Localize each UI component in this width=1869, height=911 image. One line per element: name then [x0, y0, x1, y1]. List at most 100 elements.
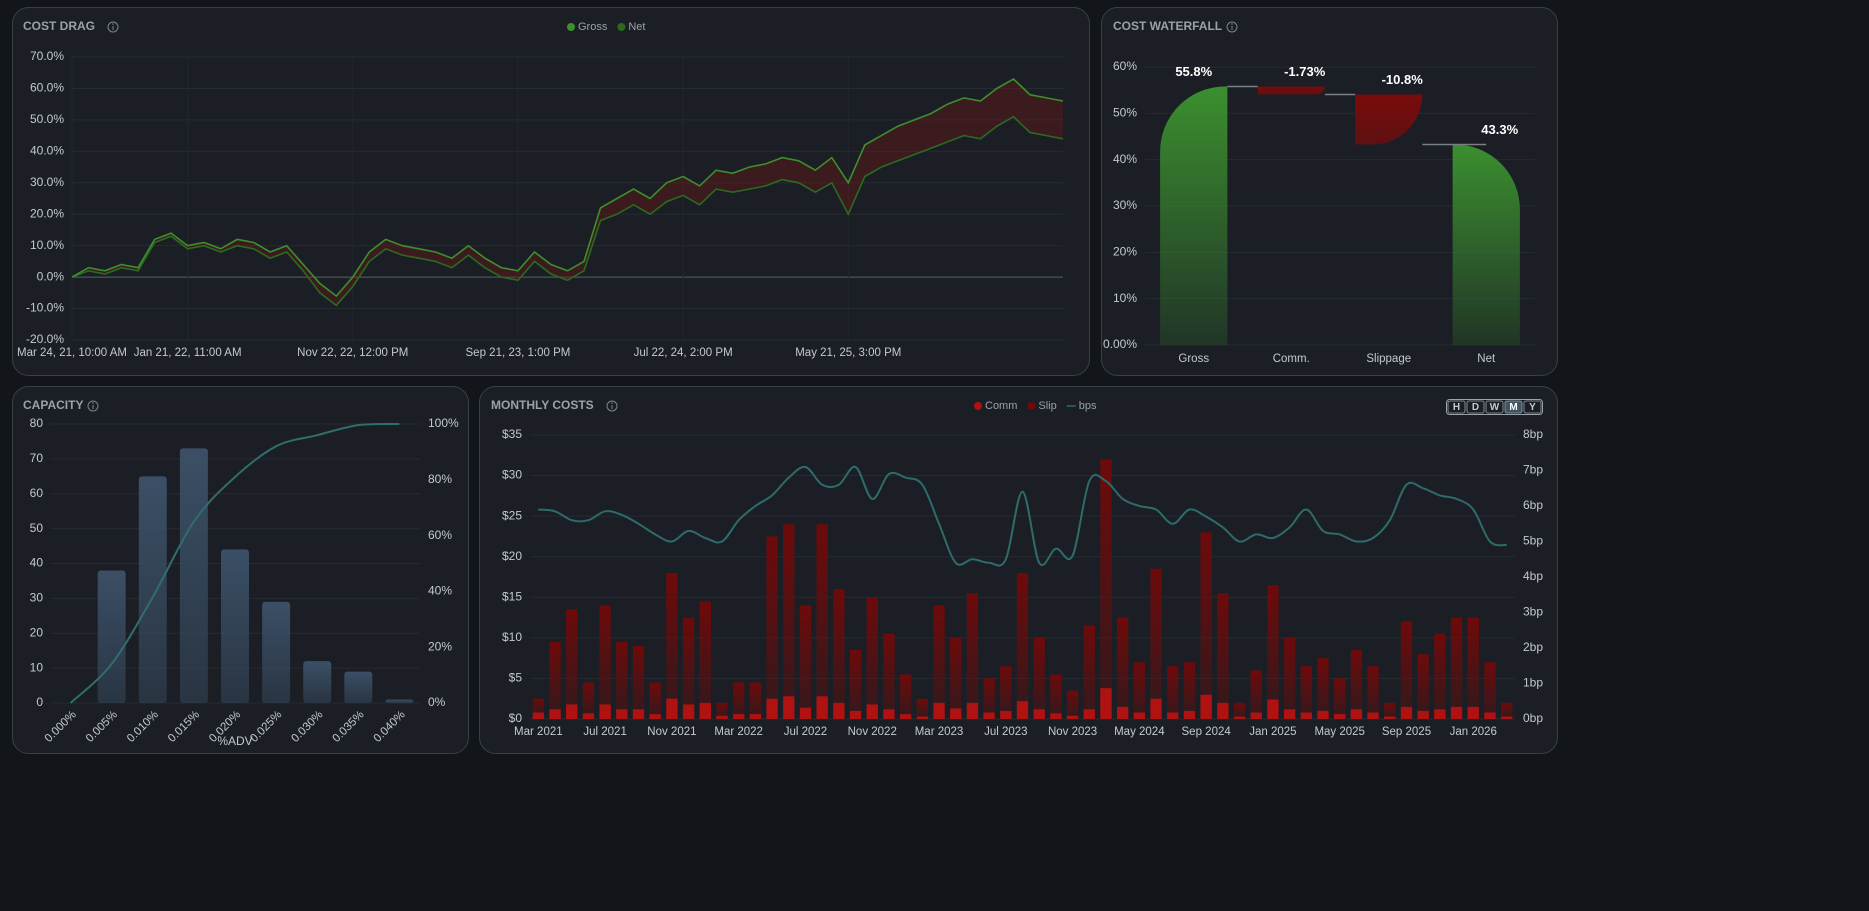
granularity-button[interactable]	[1485, 400, 1504, 414]
y2-tick-label: 5bp	[1523, 534, 1543, 548]
bar-segment	[799, 707, 812, 719]
bar-segment	[1283, 637, 1296, 710]
y-tick-label: $20	[502, 549, 522, 563]
bar-segment	[1200, 532, 1212, 695]
x-axis-label: %ADV	[217, 734, 252, 748]
bar-segment	[1484, 712, 1496, 719]
panel-title: CAPACITY	[23, 398, 83, 412]
bar-segment	[632, 645, 645, 710]
granularity-button[interactable]	[1447, 400, 1466, 414]
granularity-button[interactable]	[1466, 400, 1485, 414]
bar-segment	[1116, 706, 1129, 719]
y-tick-label: 30	[30, 591, 44, 605]
bar-segment	[666, 572, 678, 699]
bar-segment	[1183, 662, 1196, 711]
y-tick-label: $0	[509, 711, 523, 725]
y-tick-label: 40	[30, 556, 44, 570]
bar-segment	[1300, 666, 1312, 713]
y-tick-label: $35	[502, 427, 522, 441]
bar-segment	[1384, 702, 1396, 717]
granularity-label[interactable]: D	[1472, 402, 1479, 413]
bar-segment	[1283, 709, 1296, 719]
bar-segment	[716, 702, 728, 716]
info-icon[interactable]	[606, 400, 618, 412]
bar-segment	[549, 709, 561, 719]
y2-tick-label: 80%	[428, 472, 452, 486]
bar-segment	[699, 601, 711, 703]
bar-segment	[1450, 706, 1463, 719]
bar-segment	[1083, 625, 1095, 710]
x-tick-label: Mar 2023	[915, 726, 964, 738]
info-icon[interactable]	[1226, 21, 1238, 33]
bar-segment	[966, 593, 979, 703]
x-tick-label: Jan 21, 22, 11:00 AM	[134, 347, 242, 359]
bar-segment	[899, 674, 912, 715]
x-tick-label: Mar 2021	[514, 726, 563, 738]
bar-segment	[566, 609, 578, 705]
granularity-button[interactable]	[1504, 400, 1523, 414]
y2-tick-label: 7bp	[1523, 463, 1543, 477]
y-tick-label: 60	[30, 486, 44, 500]
bar-segment	[1300, 712, 1312, 719]
bar-segment	[1384, 716, 1396, 719]
bar-segment	[849, 710, 862, 719]
info-icon[interactable]	[87, 400, 99, 412]
legend-label: Slip	[1038, 400, 1056, 412]
legend-label: Gross	[578, 21, 608, 33]
bar-segment	[1250, 670, 1262, 713]
bar-segment	[616, 709, 628, 719]
series-line	[71, 115, 1064, 307]
bar-segment	[1267, 699, 1279, 719]
bar-segment	[1133, 662, 1146, 713]
bar-segment	[682, 617, 695, 705]
bar-segment	[1083, 709, 1095, 719]
bar	[138, 476, 167, 703]
y-tick-label: 60.0%	[30, 81, 64, 95]
bar-segment	[716, 715, 728, 719]
bar-segment	[1050, 674, 1062, 714]
bar-segment	[1350, 709, 1363, 719]
bar-segment	[582, 682, 595, 714]
bar-segment	[849, 650, 862, 711]
bar-segment	[666, 698, 678, 719]
info-icon[interactable]	[107, 21, 119, 33]
bar-segment	[1434, 633, 1446, 710]
x-tick-label: Jul 2022	[784, 726, 827, 738]
bar-segment	[549, 641, 561, 710]
bar-segment	[950, 708, 962, 719]
y-tick-label: 50	[30, 521, 44, 535]
x-tick-label: Sep 2024	[1182, 726, 1232, 738]
x-tick-label: Mar 24, 21, 10:00 AM	[17, 347, 127, 359]
granularity-button[interactable]	[1523, 400, 1542, 414]
panel	[12, 7, 1090, 376]
bar-segment	[1467, 706, 1479, 719]
bar-segment	[1200, 694, 1212, 719]
x-tick-label: Jan 2026	[1450, 726, 1497, 738]
bar-segment	[1250, 712, 1262, 719]
granularity-label[interactable]: M	[1509, 402, 1517, 413]
x-tick-label: Jul 2023	[984, 726, 1027, 738]
panel-title: MONTHLY COSTS	[491, 398, 594, 412]
y-tick-label: $25	[502, 508, 522, 522]
granularity-label[interactable]: H	[1453, 402, 1460, 413]
y-tick-label: $10	[502, 630, 522, 644]
bar-segment	[1000, 666, 1012, 711]
panel-title: COST DRAG	[23, 19, 95, 33]
y-tick-label: 0.00%	[1103, 337, 1137, 351]
bar-segment	[699, 702, 711, 719]
x-tick-label: Net	[1477, 353, 1496, 365]
bar-segment	[1367, 666, 1379, 713]
bar-segment	[1334, 714, 1346, 719]
x-tick-label: Sep 21, 23, 1:00 PM	[466, 347, 571, 359]
bar-segment	[1350, 650, 1363, 710]
granularity-label[interactable]: W	[1490, 402, 1500, 413]
granularity-label[interactable]: Y	[1529, 402, 1536, 413]
bar-segment	[1050, 713, 1062, 719]
x-tick-label: May 2024	[1114, 726, 1165, 738]
legend-swatch	[567, 23, 575, 31]
y-tick-label: 80	[30, 416, 44, 430]
y-tick-label: 60%	[1113, 59, 1137, 73]
y-tick-label: 50.0%	[30, 112, 64, 126]
bar-segment	[1400, 621, 1413, 707]
bar-segment	[1267, 585, 1279, 700]
